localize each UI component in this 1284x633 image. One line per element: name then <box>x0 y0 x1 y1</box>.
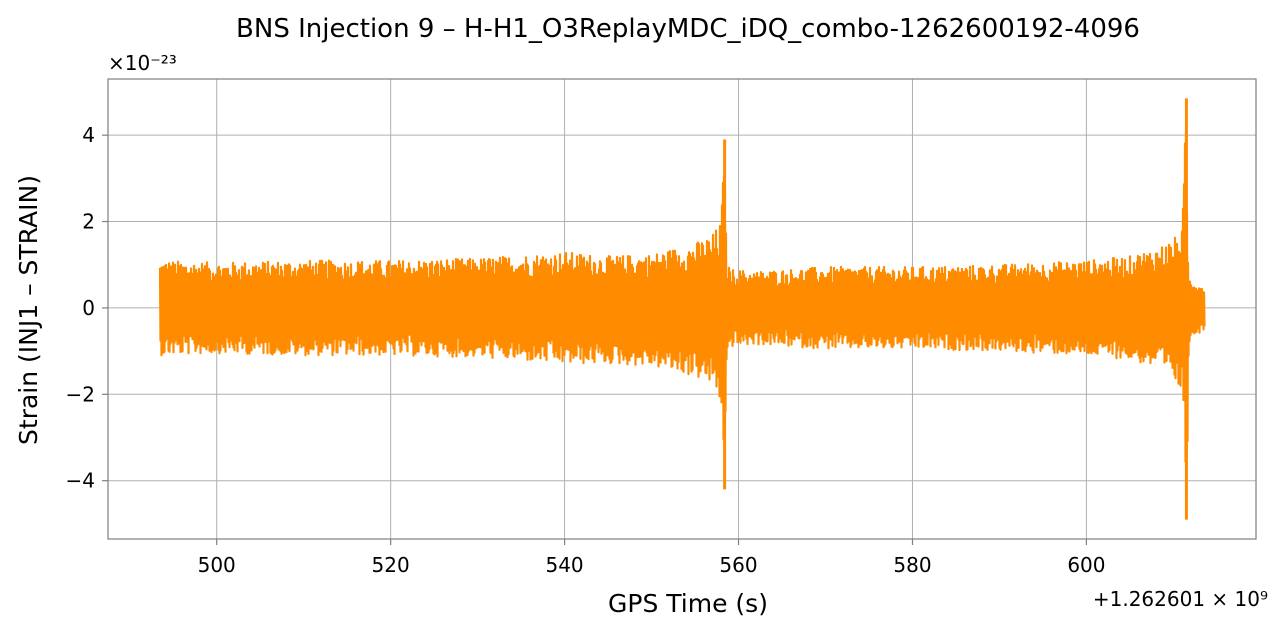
x-tick-label: 560 <box>719 553 757 577</box>
strain-series-line <box>158 131 1206 495</box>
plot-frame <box>107 78 1257 540</box>
x-tick-label: 540 <box>545 553 583 577</box>
x-tick-label: 520 <box>372 553 410 577</box>
y-scale-label: ×10⁻²³ <box>108 51 177 75</box>
x-axis-ticks: 500 520 540 560 580 600 <box>198 539 1106 577</box>
y-tick-label: 4 <box>82 123 95 147</box>
y-tick-label: 0 <box>82 296 95 320</box>
x-offset-label: +1.262601 × 10⁹ <box>1093 587 1268 611</box>
x-tick-label: 500 <box>198 553 236 577</box>
y-axis-ticks: −4 −2 0 2 4 <box>66 123 108 493</box>
x-tick-label: 600 <box>1067 553 1105 577</box>
y-tick-label: 2 <box>82 210 95 234</box>
y-tick-label: −2 <box>66 382 95 406</box>
x-tick-label: 580 <box>893 553 931 577</box>
y-tick-label: −4 <box>66 469 95 493</box>
strain-trace <box>158 98 1206 520</box>
x-axis-label: GPS Time (s) <box>608 589 768 618</box>
y-axis-label: Strain (INJ1 – STRAIN) <box>14 175 43 445</box>
chart-title: BNS Injection 9 – H-H1_O3ReplayMDC_iDQ_c… <box>236 14 1140 44</box>
